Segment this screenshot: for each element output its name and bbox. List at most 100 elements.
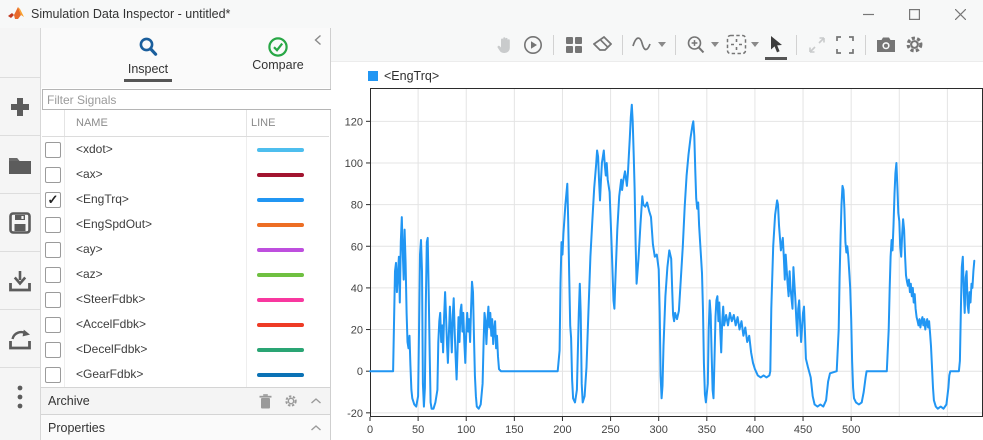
signal-options-button[interactable] bbox=[630, 32, 656, 58]
signal-checkbox[interactable] bbox=[45, 316, 61, 333]
toolbar-separator bbox=[553, 34, 554, 55]
properties-section-header[interactable]: Properties bbox=[41, 414, 330, 440]
maximize-button[interactable] bbox=[891, 0, 937, 28]
checkbox-cell bbox=[42, 137, 65, 162]
signal-rows: <xdot> <ax> ✓ <EngTrq> <EngSpdOut> <ay> <az> <S… bbox=[42, 137, 329, 387]
signal-row[interactable]: <ay> bbox=[42, 237, 329, 262]
chevron-up-icon[interactable] bbox=[310, 397, 322, 405]
svg-text:60: 60 bbox=[351, 241, 363, 253]
minimize-button[interactable] bbox=[845, 0, 891, 28]
line-cell bbox=[246, 312, 330, 337]
signal-checkbox[interactable] bbox=[45, 266, 61, 283]
replay-button[interactable] bbox=[520, 32, 546, 58]
signal-checkbox[interactable]: ✓ bbox=[45, 191, 61, 208]
fit-to-view-dropdown[interactable] bbox=[750, 32, 760, 58]
snapshot-button[interactable] bbox=[873, 32, 899, 58]
import-button[interactable] bbox=[0, 252, 40, 310]
signal-line-swatch[interactable] bbox=[257, 322, 304, 327]
svg-text:120: 120 bbox=[345, 116, 363, 128]
signal-row[interactable]: <DecelFdbk> bbox=[42, 337, 329, 362]
more-options-button[interactable] bbox=[0, 368, 40, 425]
signal-row[interactable]: ✓ <EngTrq> bbox=[42, 187, 329, 212]
add-button[interactable] bbox=[0, 78, 40, 136]
signal-row[interactable]: <EngSpdOut> bbox=[42, 212, 329, 237]
signal-line-swatch[interactable] bbox=[257, 247, 304, 252]
signal-row[interactable]: <ax> bbox=[42, 162, 329, 187]
line-cell bbox=[246, 187, 330, 212]
title-bar: Simulation Data Inspector - untitled* bbox=[0, 0, 983, 29]
signal-row[interactable]: <GearFdbk> bbox=[42, 362, 329, 387]
line-cell bbox=[246, 287, 330, 312]
fit-to-view-button[interactable] bbox=[723, 32, 749, 58]
wave-icon bbox=[632, 36, 651, 50]
export-arrow-icon bbox=[9, 329, 31, 349]
eraser-icon bbox=[592, 36, 612, 51]
signal-row[interactable]: <AccelFdbk> bbox=[42, 312, 329, 337]
signal-row[interactable]: <az> bbox=[42, 262, 329, 287]
close-button[interactable] bbox=[937, 0, 983, 28]
signal-options-dropdown[interactable] bbox=[657, 32, 667, 58]
signal-name: <xdot> bbox=[76, 142, 113, 156]
tab-compare[interactable]: Compare bbox=[218, 34, 338, 72]
checkbox-cell bbox=[42, 287, 65, 312]
signal-line-swatch[interactable] bbox=[257, 147, 304, 152]
signal-checkbox[interactable] bbox=[45, 341, 61, 358]
signal-line-swatch[interactable] bbox=[257, 272, 304, 277]
gear-icon[interactable] bbox=[284, 394, 298, 408]
clear-button[interactable] bbox=[589, 32, 615, 58]
fullscreen-brackets-icon bbox=[836, 35, 854, 54]
chart-legend: <EngTrq> bbox=[368, 69, 439, 83]
signal-name: <ax> bbox=[76, 167, 103, 181]
expand-button[interactable] bbox=[804, 32, 830, 58]
signal-checkbox[interactable] bbox=[45, 216, 61, 233]
signal-line-swatch[interactable] bbox=[257, 222, 304, 227]
svg-text:100: 100 bbox=[345, 158, 363, 170]
signal-row[interactable]: <SteerFdbk> bbox=[42, 287, 329, 312]
zoom-dropdown[interactable] bbox=[710, 32, 720, 58]
signal-name: <EngTrq> bbox=[76, 192, 129, 206]
filter-signals-input[interactable] bbox=[42, 89, 333, 110]
left-toolbar bbox=[0, 28, 41, 440]
toolbar-separator bbox=[622, 34, 623, 55]
fullscreen-button[interactable] bbox=[832, 32, 858, 58]
tab-inspect[interactable]: Inspect bbox=[88, 34, 208, 82]
signal-checkbox[interactable] bbox=[45, 166, 61, 183]
svg-text:0: 0 bbox=[367, 424, 373, 436]
line-cell bbox=[246, 162, 330, 187]
maximize-icon bbox=[908, 8, 920, 20]
settings-button[interactable] bbox=[901, 32, 927, 58]
signal-name: <AccelFdbk> bbox=[76, 317, 147, 331]
signal-checkbox[interactable] bbox=[45, 141, 61, 158]
signal-checkbox[interactable] bbox=[45, 241, 61, 258]
chevron-up-icon[interactable] bbox=[310, 424, 322, 432]
signal-line-swatch[interactable] bbox=[257, 172, 304, 177]
pointer-button[interactable] bbox=[763, 32, 789, 60]
svg-text:400: 400 bbox=[746, 424, 764, 436]
pan-button[interactable] bbox=[492, 32, 518, 58]
zoom-in-button[interactable] bbox=[683, 32, 709, 58]
layout-button[interactable] bbox=[561, 32, 587, 58]
checkbox-cell bbox=[42, 362, 65, 387]
line-cell bbox=[246, 337, 330, 362]
svg-text:350: 350 bbox=[698, 424, 716, 436]
chart-area: <EngTrq> 0 50 100 150 200 250 300 350 400 450 500-… bbox=[331, 28, 983, 440]
trash-icon[interactable] bbox=[259, 393, 272, 409]
open-button[interactable] bbox=[0, 136, 40, 194]
svg-text:80: 80 bbox=[351, 200, 363, 212]
signal-checkbox[interactable] bbox=[45, 366, 61, 383]
chevron-left-icon bbox=[314, 34, 321, 46]
signal-line-swatch[interactable] bbox=[257, 372, 304, 377]
signal-line-swatch[interactable] bbox=[257, 197, 304, 202]
chart-plot[interactable]: 0 50 100 150 200 250 300 350 400 450 500 -20 0 20 40 60… bbox=[331, 84, 983, 440]
signal-line-swatch[interactable] bbox=[257, 297, 304, 302]
signal-line-swatch[interactable] bbox=[257, 347, 304, 352]
signal-row[interactable]: <xdot> bbox=[42, 137, 329, 162]
signal-checkbox[interactable] bbox=[45, 291, 61, 308]
svg-text:250: 250 bbox=[601, 424, 619, 436]
export-button[interactable] bbox=[0, 310, 40, 368]
archive-section-header[interactable]: Archive bbox=[41, 387, 330, 414]
panel-collapse-button[interactable] bbox=[314, 34, 322, 49]
svg-text:100: 100 bbox=[457, 424, 475, 436]
save-button[interactable] bbox=[0, 194, 40, 252]
